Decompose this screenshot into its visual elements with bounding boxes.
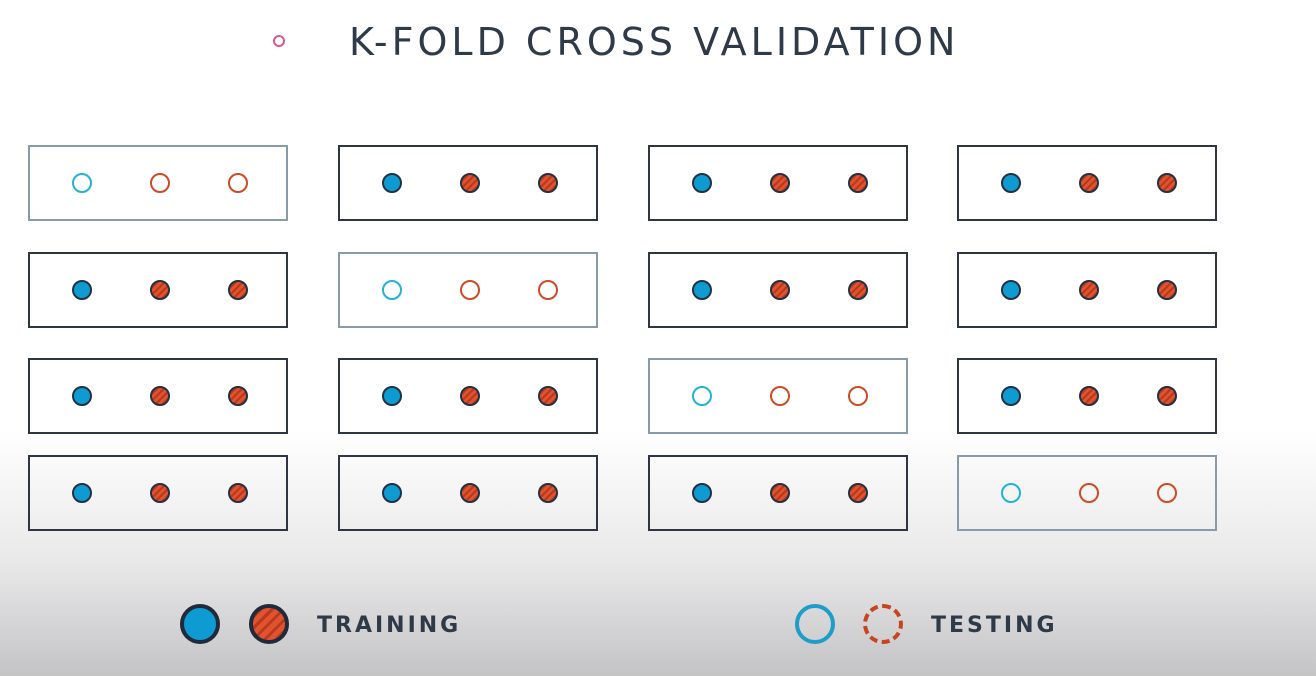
training-red-point [538,386,558,406]
training-red-point [460,386,480,406]
training-red-point [538,173,558,193]
training-blue-point [382,483,402,503]
training-red-point [460,483,480,503]
training-blue-point [692,483,712,503]
training-red-point [770,173,790,193]
fold-training [957,252,1217,328]
training-red-point [228,483,248,503]
training-legend: TRAINING [180,604,480,648]
training-red-point [1157,280,1177,300]
training-red-point [150,386,170,406]
fold-testing [338,252,598,328]
testing-red-point [1157,483,1177,503]
testing-red-point [538,280,558,300]
testing-red-point [1079,483,1099,503]
training-red-point [150,483,170,503]
testing-red-point [228,173,248,193]
fold-testing [28,145,288,221]
testing-blue-point [72,173,92,193]
testing-red-point [150,173,170,193]
page-title: K-FOLD CROSS VALIDATION [349,20,960,64]
bullet-icon [273,35,285,47]
training-red-point [228,280,248,300]
training-red-point [848,173,868,193]
training-blue-point [1001,280,1021,300]
fold-training [648,145,908,221]
testing-red-point [848,386,868,406]
training-red-point [1157,386,1177,406]
testing-label: TESTING [931,613,1058,638]
fold-training [338,358,598,434]
training-blue-point [72,483,92,503]
testing-blue-point [692,386,712,406]
fold-training [338,455,598,531]
fold-training [338,145,598,221]
training-red-icon [249,604,289,644]
training-blue-point [72,280,92,300]
training-red-point [1079,280,1099,300]
training-blue-point [692,280,712,300]
testing-red-point [770,386,790,406]
testing-red-point [460,280,480,300]
training-red-point [770,280,790,300]
fold-testing [648,358,908,434]
training-red-point [460,173,480,193]
title-bar: K-FOLD CROSS VALIDATION [0,18,1316,68]
testing-blue-point [382,280,402,300]
training-label: TRAINING [317,613,462,638]
training-red-point [538,483,558,503]
testing-legend: TESTING [795,604,1095,648]
training-red-point [848,483,868,503]
fold-training [28,358,288,434]
training-blue-point [72,386,92,406]
training-red-point [150,280,170,300]
fold-training [28,455,288,531]
fold-testing [957,455,1217,531]
fold-training [648,252,908,328]
fold-training [957,145,1217,221]
fold-training [28,252,288,328]
training-blue-point [1001,386,1021,406]
training-blue-point [692,173,712,193]
testing-blue-point [1001,483,1021,503]
training-blue-icon [180,604,220,644]
training-blue-point [382,173,402,193]
training-red-point [1157,173,1177,193]
training-red-point [1079,386,1099,406]
testing-red-icon [863,604,903,644]
training-red-point [770,483,790,503]
training-blue-point [382,386,402,406]
training-blue-point [1001,173,1021,193]
training-red-point [848,280,868,300]
training-red-point [1079,173,1099,193]
testing-blue-icon [795,604,835,644]
fold-training [957,358,1217,434]
training-red-point [228,386,248,406]
fold-training [648,455,908,531]
